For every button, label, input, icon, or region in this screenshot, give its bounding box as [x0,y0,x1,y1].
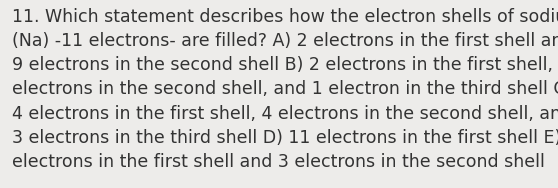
Text: 11. Which statement describes how the electron shells of sodium
(Na) -11 electro: 11. Which statement describes how the el… [12,8,558,171]
